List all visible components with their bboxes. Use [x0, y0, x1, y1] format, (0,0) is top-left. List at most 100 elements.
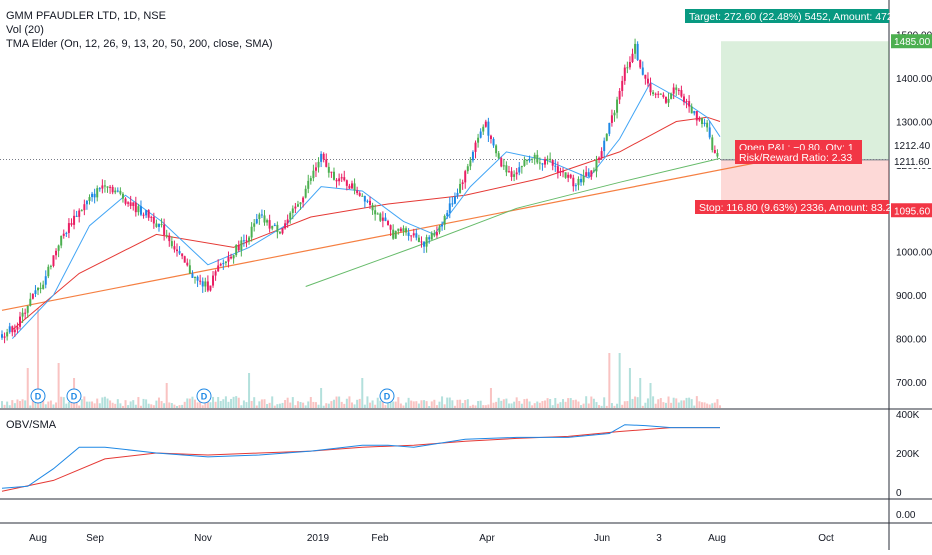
volume-bar: [245, 402, 248, 408]
volume-bar: [49, 400, 52, 408]
candle-body: [466, 166, 469, 172]
candle-body: [649, 83, 652, 93]
volume-bar: [317, 404, 320, 408]
volume-bar: [392, 401, 395, 408]
volume-bar: [132, 400, 135, 408]
candle-body: [21, 312, 24, 317]
volume-bar: [181, 404, 184, 408]
candle-body: [492, 138, 495, 146]
candle-body: [137, 206, 140, 213]
candle-body: [268, 220, 271, 229]
candle-body: [60, 235, 63, 246]
candle-body: [235, 245, 238, 256]
volume-bar: [659, 398, 662, 408]
dividend-marker-label: D: [71, 392, 78, 402]
candle-body: [453, 196, 456, 204]
volume-bar: [572, 400, 575, 408]
volume-bar: [353, 404, 356, 408]
candle-body: [374, 210, 377, 215]
stop-info: Stop: 116.80 (9.63%) 2336, Amount: 83.2: [699, 202, 892, 214]
time-tick-label: Aug: [708, 533, 726, 544]
volume-bar: [3, 404, 6, 408]
volume-bar: [196, 402, 199, 408]
candle-body: [507, 171, 510, 173]
candle-body: [134, 202, 137, 213]
candle-body: [11, 326, 14, 333]
candle-body: [448, 203, 451, 213]
volume-bar: [237, 397, 240, 408]
candle-body: [603, 140, 606, 152]
price-tick-label: 1400.00: [896, 74, 932, 85]
candle-body: [412, 233, 415, 236]
candle-body: [533, 154, 536, 159]
candle-body: [564, 172, 567, 178]
candle-body: [332, 171, 335, 180]
candle-body: [266, 220, 269, 223]
volume-bar: [644, 402, 647, 408]
volume-bar: [435, 405, 438, 408]
volume-bar: [631, 398, 634, 408]
candle-body: [16, 326, 19, 330]
candle-body: [91, 193, 94, 198]
volume-bar: [564, 401, 567, 408]
volume-bar: [371, 400, 374, 408]
candle-body: [165, 234, 168, 236]
obv-legend: OBV/SMA: [6, 419, 57, 431]
candle-body: [544, 159, 547, 165]
volume-bar: [387, 402, 390, 408]
volume-bar: [157, 397, 160, 408]
candle-body: [487, 121, 490, 136]
volume-bar: [160, 401, 163, 408]
candle-body: [574, 185, 577, 187]
volume-bar: [618, 353, 621, 408]
candle-body: [394, 230, 397, 239]
volume-bar: [139, 405, 142, 408]
candle-body: [716, 152, 719, 157]
volume-bar: [106, 398, 109, 408]
price-tick-label: 800.00: [896, 335, 927, 346]
volume-bar: [55, 402, 58, 408]
candle-body: [8, 326, 11, 333]
volume-bar: [85, 401, 88, 408]
dividend-marker-icon: [196, 388, 212, 404]
volume-bar: [83, 396, 86, 408]
volume-bar: [96, 398, 99, 408]
volume-bar: [98, 403, 101, 408]
candle-body: [713, 150, 716, 153]
volume-bar: [304, 405, 307, 408]
candle-body: [145, 210, 148, 216]
candle-body: [335, 179, 338, 182]
candle-body: [129, 202, 132, 206]
volume-bar: [255, 405, 258, 408]
candle-body: [469, 160, 472, 167]
time-tick-label: Feb: [371, 533, 389, 544]
volume-bar: [62, 397, 65, 408]
candle-body: [119, 190, 122, 194]
volume-bar: [428, 405, 431, 408]
volume-bar: [595, 402, 598, 408]
candle-body: [201, 281, 204, 287]
volume-bar: [75, 401, 78, 408]
volume-bar: [356, 399, 359, 408]
candle-body: [646, 78, 649, 84]
volume-bar: [626, 401, 629, 408]
candle-body: [399, 228, 402, 232]
candle-body: [299, 202, 302, 205]
volume-bar: [294, 405, 297, 408]
time-tick-label: Oct: [818, 533, 834, 544]
volume-bar: [664, 402, 667, 408]
volume-bar: [116, 399, 119, 408]
candle-body: [477, 137, 480, 143]
obv-sma-line: [1, 427, 720, 492]
candle-body: [582, 175, 585, 183]
time-tick-label: Aug: [29, 533, 47, 544]
volume-bar: [335, 396, 338, 408]
candle-body: [484, 121, 487, 127]
volume-bar: [340, 401, 343, 408]
candle-body: [217, 265, 220, 272]
candle-body: [551, 160, 554, 166]
candle-body: [194, 276, 197, 278]
volume-bar: [562, 399, 565, 408]
